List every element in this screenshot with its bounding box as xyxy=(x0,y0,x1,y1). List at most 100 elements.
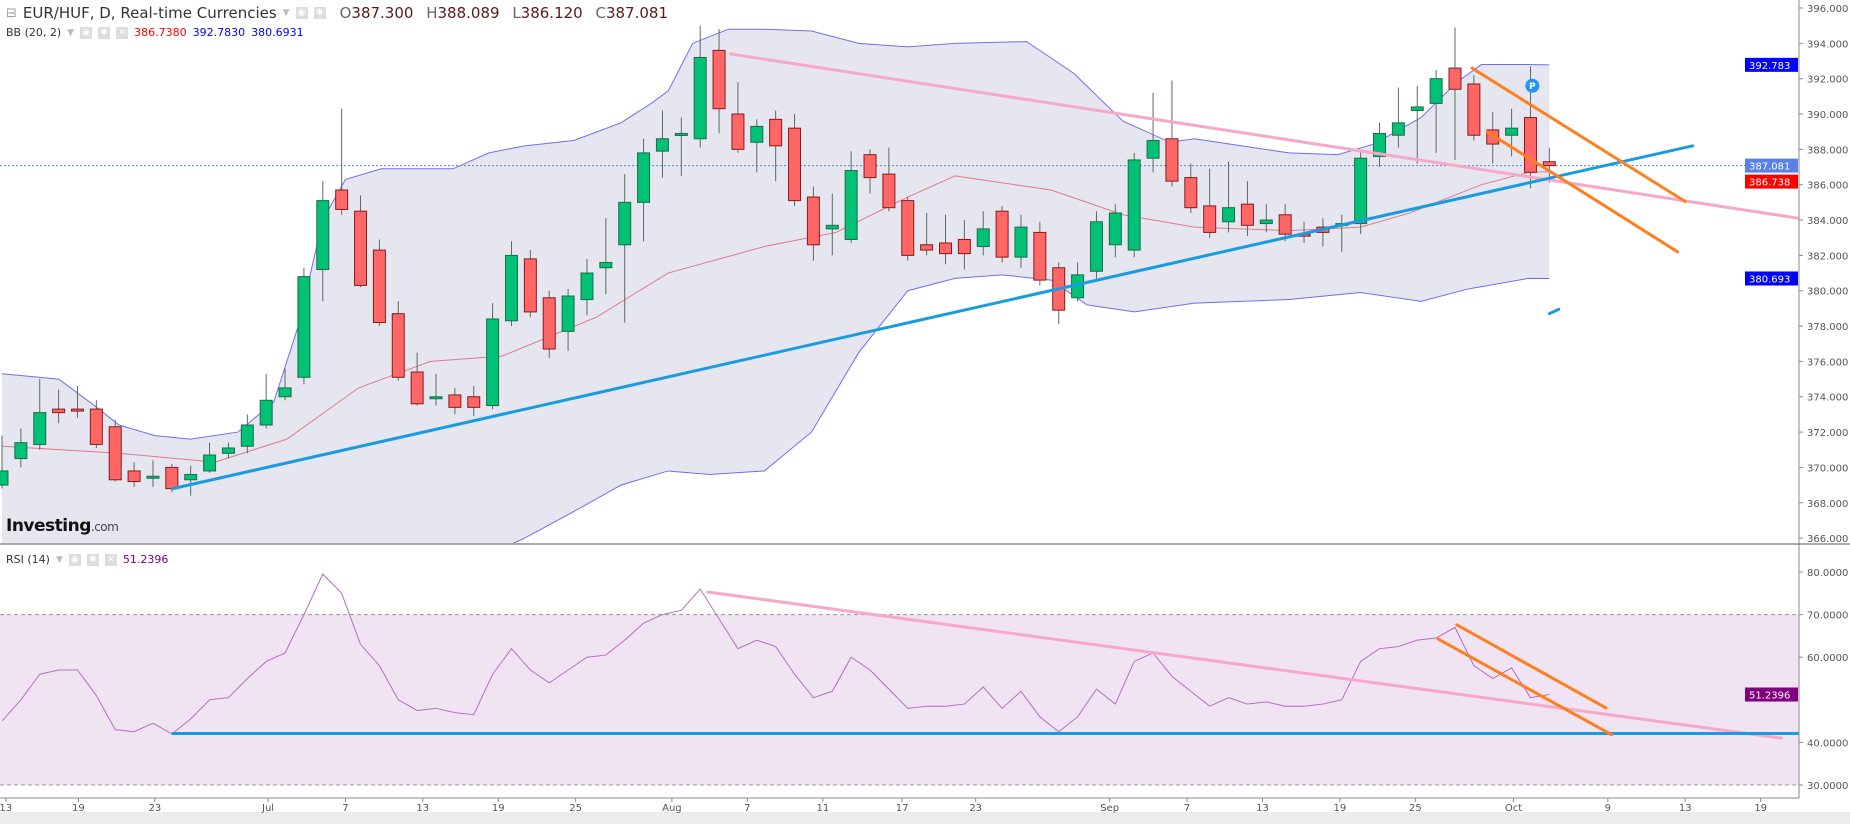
candle-up[interactable] xyxy=(1089,221,1103,272)
trendline-blue-mark[interactable] xyxy=(1547,307,1561,316)
candle-up[interactable] xyxy=(674,132,688,136)
candle-down[interactable] xyxy=(806,196,820,246)
candle-up[interactable] xyxy=(486,318,500,407)
candle-up[interactable] xyxy=(655,138,669,152)
marker-circle[interactable] xyxy=(1525,78,1540,93)
candle-down[interactable] xyxy=(165,466,179,490)
candle-down[interactable] xyxy=(1542,161,1556,167)
candle-down[interactable] xyxy=(995,210,1009,258)
gear-icon[interactable]: ✱ xyxy=(313,7,326,19)
trendline-orange-channel-upper[interactable] xyxy=(1470,66,1687,203)
candle-down[interactable] xyxy=(410,371,424,405)
candle-down[interactable] xyxy=(769,118,783,147)
candle-up[interactable] xyxy=(1146,140,1160,159)
trendline-orange-rsi-lower[interactable] xyxy=(1436,637,1614,737)
chevron-down-icon[interactable]: ▼ xyxy=(282,8,290,18)
trendline-orange-rsi-upper[interactable] xyxy=(1455,623,1608,710)
candle-up[interactable] xyxy=(240,424,254,447)
candle-up[interactable] xyxy=(750,125,764,143)
candle-up[interactable] xyxy=(184,473,198,481)
collapse-icon[interactable]: ⊟ xyxy=(6,5,17,21)
visibility-icon[interactable]: ◉ xyxy=(295,7,308,19)
candle-up[interactable] xyxy=(146,475,160,479)
candle-up[interactable] xyxy=(278,387,292,398)
candle-up[interactable] xyxy=(1410,106,1424,111)
price-pane[interactable]: P xyxy=(0,25,1810,565)
candle-up[interactable] xyxy=(844,170,858,240)
scrollbar-track[interactable] xyxy=(0,812,1850,824)
candle-up[interactable] xyxy=(599,261,613,269)
candle-down[interactable] xyxy=(1448,67,1462,90)
candle-down[interactable] xyxy=(448,394,462,408)
candle-down[interactable] xyxy=(788,127,802,202)
rsi-pane[interactable] xyxy=(0,573,1810,786)
candle-up[interactable] xyxy=(1429,78,1443,104)
candle-down[interactable] xyxy=(731,113,745,150)
candle-down[interactable] xyxy=(712,49,726,110)
candle-down[interactable] xyxy=(1240,203,1254,226)
candle-down[interactable] xyxy=(542,297,556,350)
rsi-label[interactable]: RSI (14) xyxy=(6,553,50,566)
candle-down[interactable] xyxy=(882,173,896,209)
candle-down[interactable] xyxy=(1278,214,1292,235)
candle-down[interactable] xyxy=(354,210,368,286)
candle-down[interactable] xyxy=(523,258,537,313)
candle-down[interactable] xyxy=(372,249,386,324)
candle-up[interactable] xyxy=(14,442,28,460)
candle-down[interactable] xyxy=(1033,231,1047,281)
candle-up[interactable] xyxy=(1391,122,1405,136)
candle-up[interactable] xyxy=(976,228,990,248)
candle-up[interactable] xyxy=(1259,219,1273,225)
bb-label[interactable]: BB (20, 2) xyxy=(6,26,62,39)
candle-up[interactable] xyxy=(1354,157,1368,225)
trendline-orange-channel-lower[interactable] xyxy=(1485,130,1680,254)
candle-down[interactable] xyxy=(920,244,934,251)
candle-up[interactable] xyxy=(0,470,9,486)
candle-down[interactable] xyxy=(863,154,877,179)
candle-up[interactable] xyxy=(297,276,311,378)
candle-down[interactable] xyxy=(108,426,122,481)
candle-up[interactable] xyxy=(221,447,235,454)
visibility-icon[interactable]: ◉ xyxy=(80,26,93,39)
candle-down[interactable] xyxy=(127,470,141,483)
candle-up[interactable] xyxy=(1222,207,1236,223)
candle-down[interactable] xyxy=(89,408,103,445)
candle-up[interactable] xyxy=(1108,212,1122,246)
candle-up[interactable] xyxy=(580,272,594,301)
candle-up[interactable] xyxy=(561,295,575,332)
candle-down[interactable] xyxy=(467,396,481,408)
candle-down[interactable] xyxy=(1165,138,1179,182)
candle-up[interactable] xyxy=(637,152,651,203)
candle-up[interactable] xyxy=(1127,159,1141,251)
candle-up[interactable] xyxy=(259,399,273,426)
candle-down[interactable] xyxy=(335,189,349,210)
trendline-pink-rsi-trend[interactable] xyxy=(706,590,1783,740)
candle-up[interactable] xyxy=(1373,132,1387,157)
candle-up[interactable] xyxy=(203,454,217,472)
candle-up[interactable] xyxy=(316,200,330,271)
candle-down[interactable] xyxy=(52,408,66,414)
candle-down[interactable] xyxy=(901,200,915,256)
candle-down[interactable] xyxy=(1184,177,1198,209)
candle-up[interactable] xyxy=(429,396,443,400)
visibility-icon[interactable]: ◉ xyxy=(68,553,81,566)
gear-icon[interactable]: ✱ xyxy=(98,26,111,39)
symbol-title[interactable]: EUR/HUF, D, Real-time Currencies xyxy=(22,4,277,22)
candle-down[interactable] xyxy=(70,408,84,412)
candle-up[interactable] xyxy=(618,201,632,246)
trendline-blue-support[interactable] xyxy=(171,144,1695,491)
close-icon[interactable]: ✕ xyxy=(116,26,129,39)
candle-up[interactable] xyxy=(825,224,839,230)
candle-down[interactable] xyxy=(939,242,952,255)
candle-down[interactable] xyxy=(1203,205,1217,233)
gear-icon[interactable]: ✱ xyxy=(86,553,99,566)
chevron-down-icon[interactable]: ▼ xyxy=(55,554,63,565)
candle-up[interactable] xyxy=(1505,127,1519,136)
candle-down[interactable] xyxy=(957,238,971,255)
trendline-pink-resistance[interactable] xyxy=(728,52,1809,220)
close-icon[interactable]: ✕ xyxy=(104,553,117,566)
candle-down[interactable] xyxy=(391,313,405,378)
candle-down[interactable] xyxy=(1467,83,1481,136)
chevron-down-icon[interactable]: ▼ xyxy=(67,27,75,38)
